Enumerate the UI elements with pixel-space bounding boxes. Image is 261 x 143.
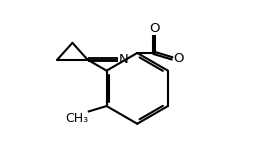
Text: O: O: [173, 52, 184, 65]
Text: O: O: [149, 22, 159, 35]
Text: N: N: [119, 53, 128, 66]
Text: CH₃: CH₃: [65, 112, 88, 125]
